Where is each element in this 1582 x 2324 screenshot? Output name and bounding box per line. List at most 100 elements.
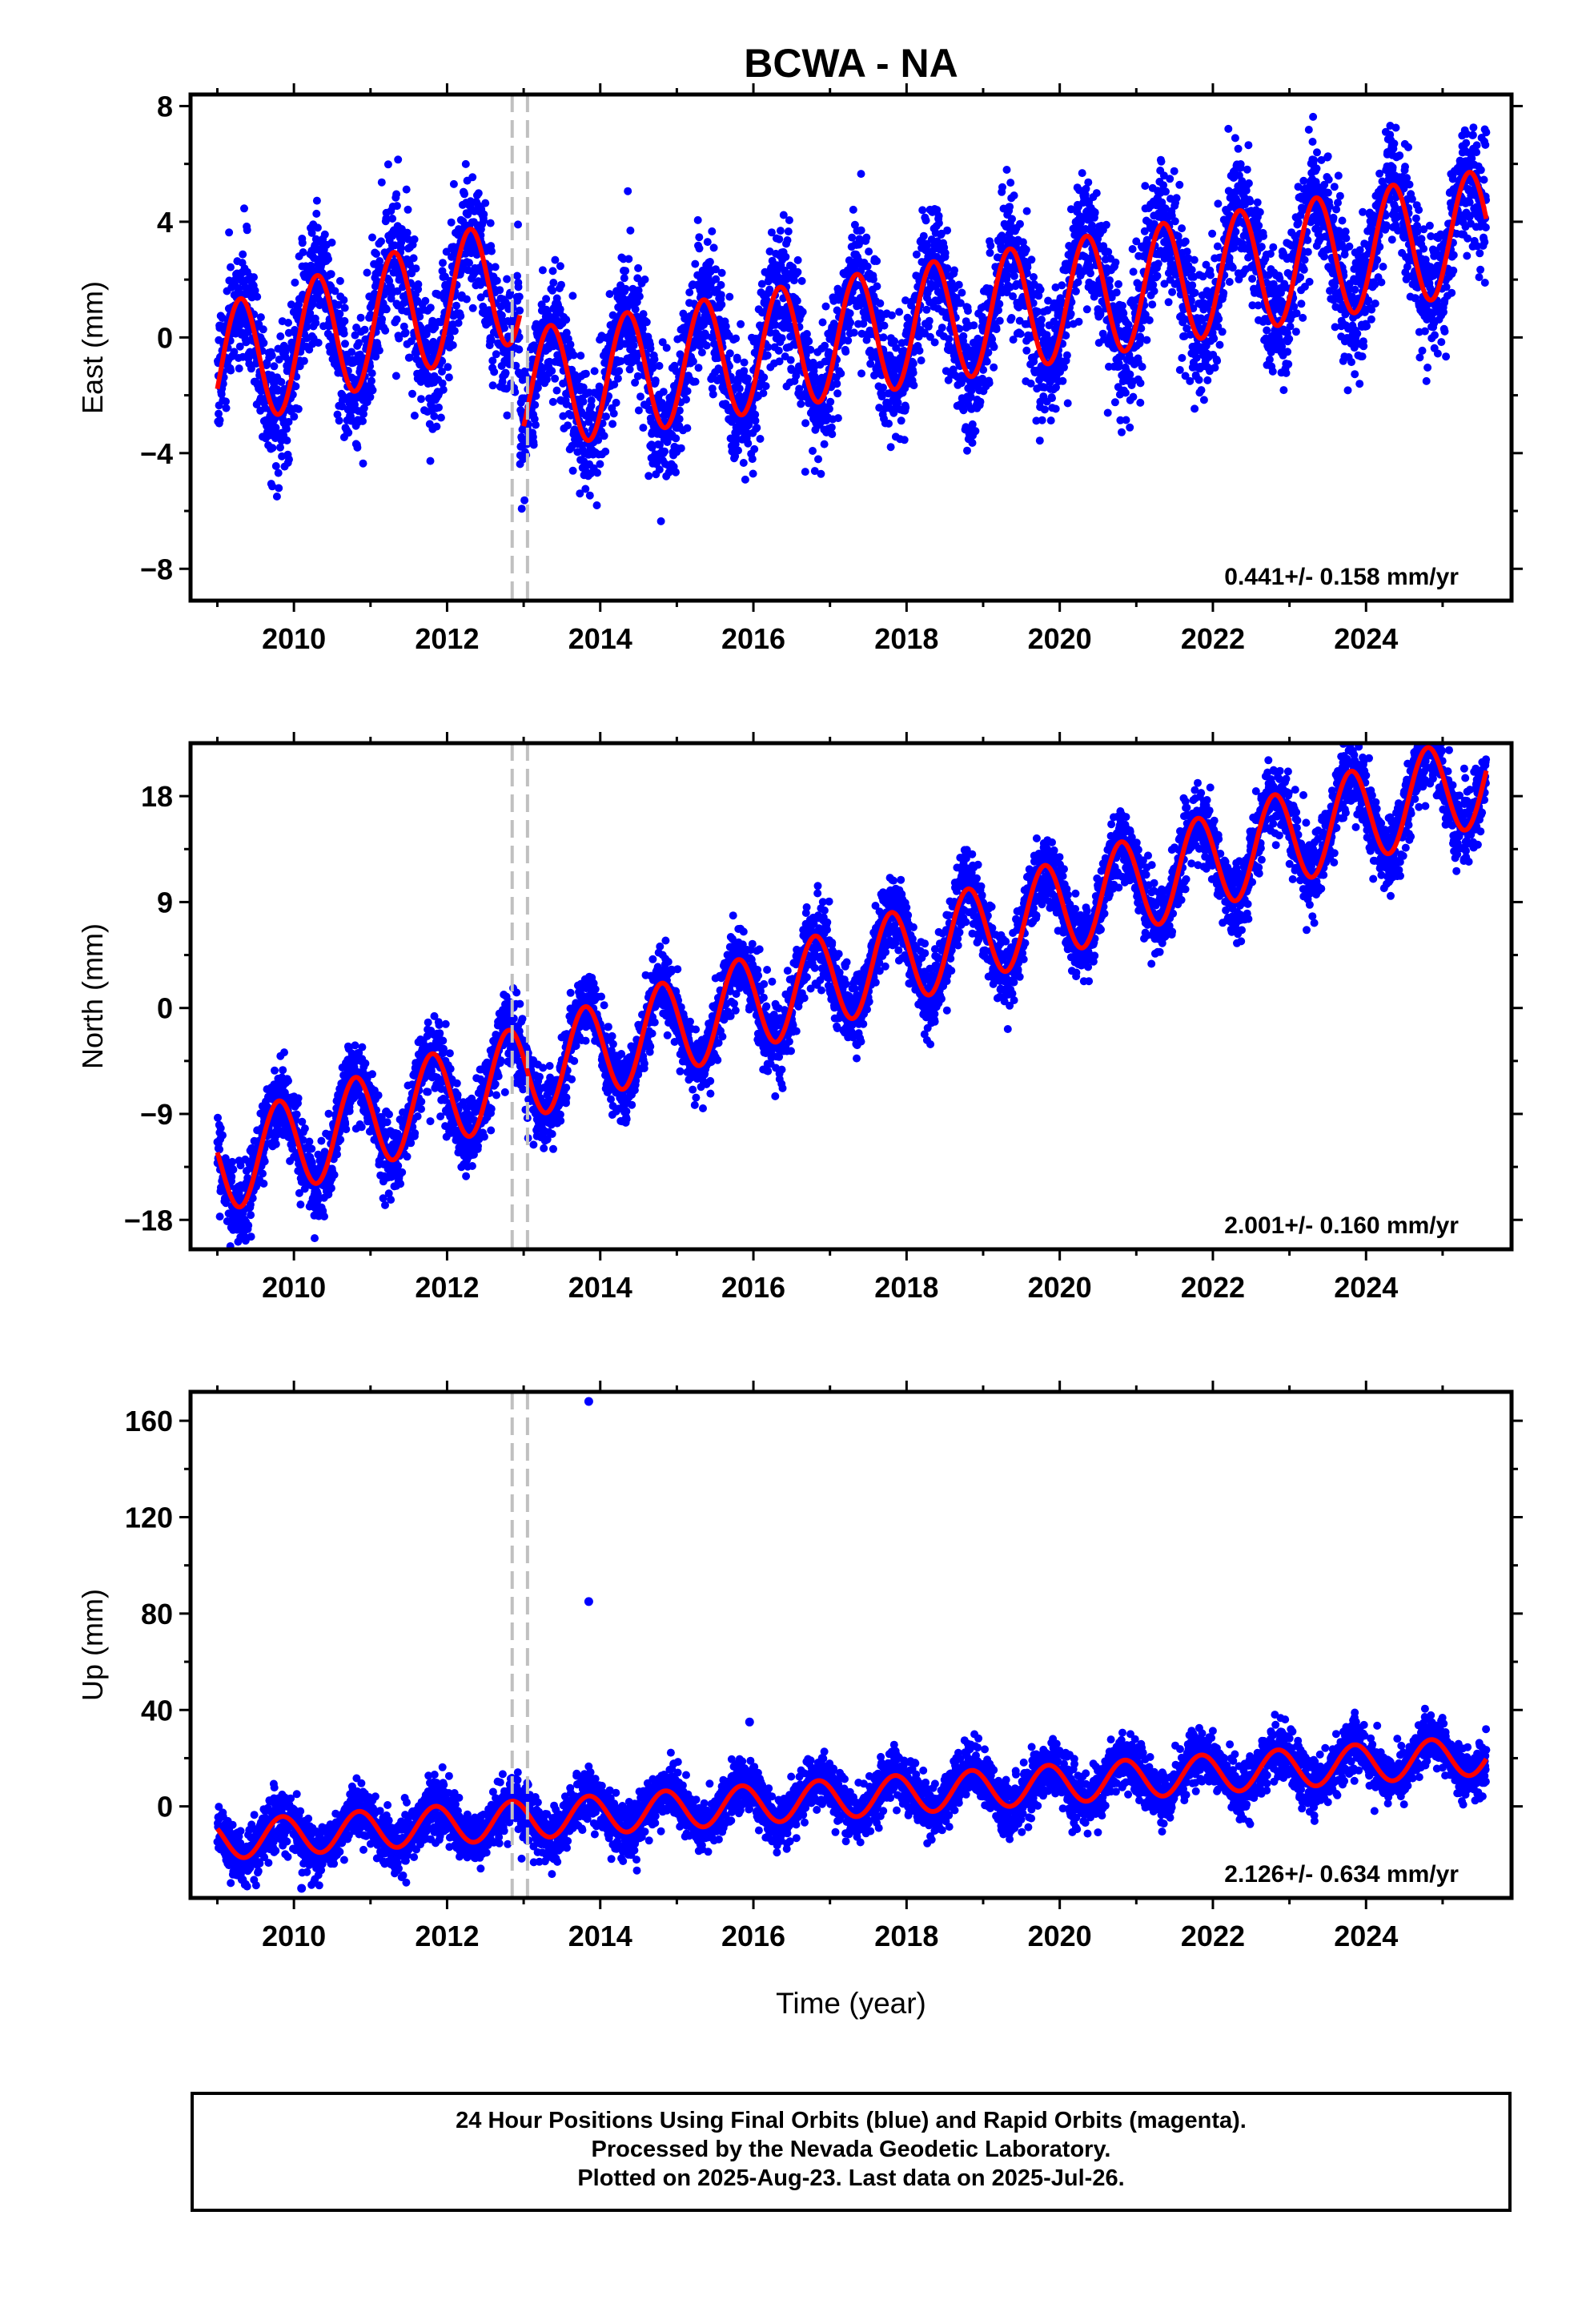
data-point: [1175, 366, 1184, 374]
data-point: [219, 380, 227, 388]
data-point: [725, 349, 734, 358]
data-point: [741, 475, 749, 484]
data-point: [915, 346, 924, 355]
data-point: [1009, 292, 1018, 300]
data-point: [901, 296, 909, 305]
data-point: [1225, 278, 1234, 286]
data-point: [919, 231, 928, 240]
data-point: [712, 265, 720, 274]
data-point: [1213, 356, 1222, 365]
data-point: [917, 356, 926, 365]
data-point: [646, 344, 655, 353]
data-point: [1255, 221, 1263, 230]
data-point: [439, 259, 447, 267]
data-point: [227, 366, 235, 375]
data-point: [694, 364, 703, 372]
data-point: [1275, 274, 1284, 283]
data-point: [428, 316, 437, 325]
data-point: [1008, 215, 1016, 223]
data-point: [230, 348, 239, 356]
data-point: [1034, 308, 1042, 316]
data-point: [753, 424, 761, 432]
data-point: [964, 307, 972, 316]
data-point: [1286, 322, 1295, 331]
data-point: [820, 440, 829, 448]
data-point: [639, 310, 648, 319]
data-point: [285, 455, 293, 464]
data-point: [705, 291, 713, 300]
data-point: [672, 434, 681, 443]
data-point: [564, 421, 572, 430]
data-point: [629, 335, 638, 344]
data-point: [943, 264, 952, 272]
data-point: [514, 283, 523, 292]
data-point: [429, 337, 438, 346]
data-point: [661, 447, 669, 456]
data-point: [625, 365, 634, 374]
data-point: [548, 267, 557, 275]
data-point: [581, 485, 590, 493]
data-point: [551, 374, 560, 383]
data-point: [515, 292, 524, 301]
data-point: [1170, 167, 1178, 175]
data-point: [1063, 399, 1072, 408]
data-point: [636, 392, 644, 401]
data-point: [529, 440, 538, 449]
data-point: [333, 410, 342, 419]
data-point: [359, 416, 367, 425]
data-point: [615, 367, 624, 376]
data-point: [351, 331, 359, 340]
data-point: [963, 446, 971, 455]
data-point: [1122, 416, 1130, 424]
data-point: [1231, 227, 1240, 236]
data-point: [629, 341, 638, 350]
data-point: [1174, 231, 1182, 240]
data-point: [1141, 310, 1150, 319]
data-point: [1096, 309, 1105, 318]
data-point: [675, 415, 684, 424]
data-point: [1027, 255, 1036, 264]
data-point: [481, 199, 490, 207]
data-point: [779, 211, 788, 219]
data-point: [922, 241, 931, 250]
data-point: [1002, 166, 1011, 174]
data-point: [1234, 144, 1243, 153]
data-point: [542, 375, 551, 384]
data-point: [1092, 189, 1101, 198]
data-point: [1022, 245, 1030, 254]
data-point: [1231, 134, 1239, 143]
data-point: [744, 439, 753, 448]
data-point: [1074, 278, 1082, 287]
data-point: [795, 384, 804, 393]
data-point: [359, 459, 367, 468]
data-point: [416, 312, 424, 321]
data-point: [335, 416, 343, 425]
data-point: [514, 220, 522, 229]
data-point: [959, 332, 968, 340]
data-point: [288, 390, 297, 399]
data-point: [849, 328, 858, 337]
data-point: [787, 366, 796, 374]
data-point: [1009, 336, 1018, 344]
data-point: [1186, 376, 1195, 385]
data-point: [995, 316, 1004, 325]
data-point: [717, 291, 725, 300]
data-point: [312, 209, 321, 218]
data-point: [410, 235, 419, 243]
data-point: [275, 356, 283, 364]
data-point: [777, 334, 786, 343]
data-point: [784, 227, 793, 235]
data-point: [756, 435, 765, 443]
data-point: [267, 352, 276, 360]
data-point: [400, 322, 408, 331]
data-point: [918, 206, 927, 215]
data-point: [1269, 243, 1278, 251]
data-point: [1062, 351, 1071, 360]
data-point: [256, 313, 265, 322]
data-point: [950, 266, 958, 275]
data-point: [439, 385, 448, 394]
data-point: [239, 250, 247, 259]
data-point: [685, 288, 694, 297]
data-point: [750, 444, 759, 453]
data-point: [430, 412, 439, 420]
